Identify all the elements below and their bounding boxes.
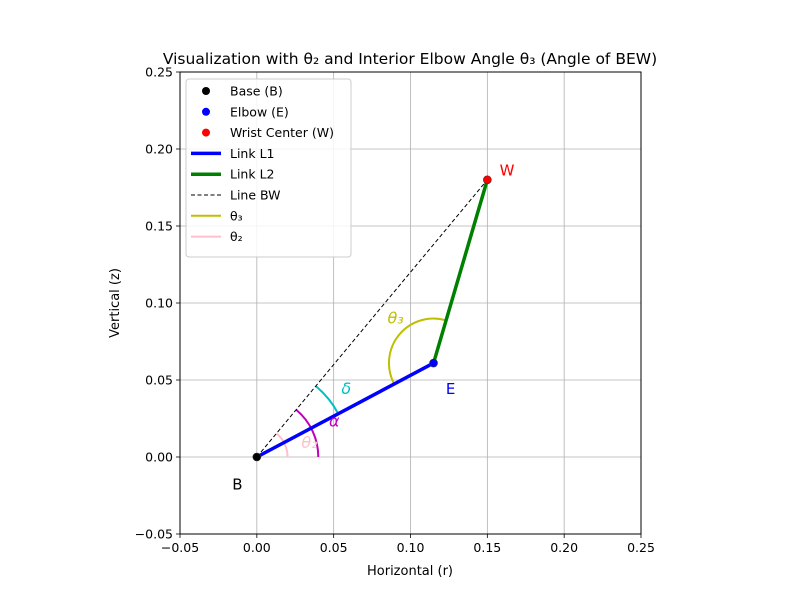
legend-base-marker xyxy=(202,87,210,95)
y-tick-label: −0.05 xyxy=(135,527,173,542)
legend-wrist-marker xyxy=(202,128,210,137)
legend-theta2-label: θ₂ xyxy=(230,229,243,244)
y-tick-label: 0.05 xyxy=(145,373,173,388)
y-tick-label: 0.20 xyxy=(145,142,173,157)
x-axis-label: Horizontal (r) xyxy=(367,564,453,579)
x-tick-label: 0.10 xyxy=(397,540,425,555)
line-bw xyxy=(256,179,488,458)
legend-line-bw-entry: Line BW xyxy=(191,188,281,203)
alpha-label: α xyxy=(329,412,340,431)
legend-link-l2-label: Link L2 xyxy=(230,167,275,182)
legend-base-label: Base (B) xyxy=(230,84,283,99)
alpha-arc xyxy=(295,409,320,458)
legend-link-l2-entry: Link L2 xyxy=(191,167,275,182)
legend-link-l1-label: Link L1 xyxy=(230,146,275,161)
legend-theta3-label: θ₃ xyxy=(230,208,243,223)
legend-theta3-entry: θ₃ xyxy=(191,208,243,223)
base-label: B xyxy=(232,476,242,494)
legend: Base (B) Elbow (E) Wrist Center (W) Link L1… xyxy=(185,78,352,258)
x-tick-label: 0.15 xyxy=(473,540,501,555)
theta2-label: θ₂ xyxy=(301,433,318,452)
x-tick-label: 0.00 xyxy=(243,540,271,555)
delta-label: δ xyxy=(341,379,351,398)
plot-area: B E Wθ₃ θ₂ αδ xyxy=(232,162,514,494)
base-point xyxy=(252,452,262,462)
link-l1-line xyxy=(256,361,435,459)
wrist-point xyxy=(483,175,492,185)
elbow-point xyxy=(429,358,438,368)
legend-wrist-entry: Wrist Center (W) xyxy=(202,125,334,140)
elbow-label: E xyxy=(446,380,455,398)
legend-base-entry: Base (B) xyxy=(202,84,283,99)
legend-wrist-label: Wrist Center (W) xyxy=(230,125,334,140)
y-tick-label: 0.10 xyxy=(145,296,173,311)
legend-elbow-marker xyxy=(202,107,210,116)
theta3-arc xyxy=(387,317,447,385)
x-tick-label: −0.05 xyxy=(161,540,199,555)
x-tick-label: 0.20 xyxy=(550,540,578,555)
chart-title: Visualization with θ₂ and Interior Elbow… xyxy=(163,50,657,68)
x-tick-label: 0.25 xyxy=(627,540,655,555)
legend-box xyxy=(185,78,352,258)
wrist-label: W xyxy=(500,162,515,180)
legend-elbow-entry: Elbow (E) xyxy=(202,104,289,119)
y-tick-label: 0.00 xyxy=(145,450,173,465)
link-l2-line xyxy=(431,179,490,364)
legend-link-l1-entry: Link L1 xyxy=(191,146,275,161)
y-tick-label: 0.15 xyxy=(145,219,173,234)
x-tick-label: 0.05 xyxy=(320,540,348,555)
legend-line-bw-label: Line BW xyxy=(230,188,281,203)
theta3-label: θ₃ xyxy=(387,308,403,327)
y-axis-label: Vertical (z) xyxy=(108,268,123,338)
legend-elbow-label: Elbow (E) xyxy=(230,104,289,119)
y-tick-label: 0.25 xyxy=(145,65,173,80)
legend-theta2-entry: θ₂ xyxy=(191,229,243,244)
axis-ticks: −0.05 0.00 0.05 0.10 0.15 0.20 0.25 −0.05 0.00 0.… xyxy=(135,65,655,556)
